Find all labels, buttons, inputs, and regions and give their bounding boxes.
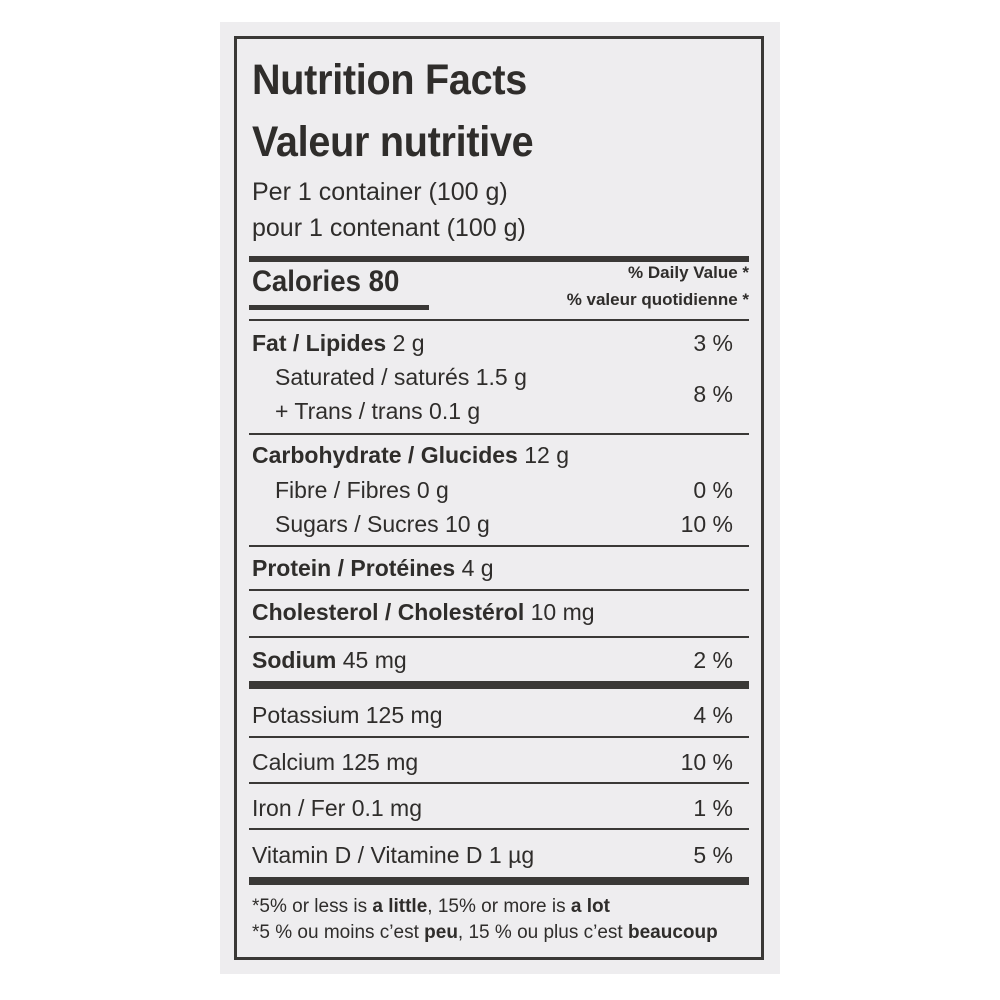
fat-amount: 2 g xyxy=(392,330,425,356)
thick-divider xyxy=(249,681,749,689)
iron-daily-value: 1 % xyxy=(693,795,733,821)
footnote-emphasis: beaucoup xyxy=(627,922,718,943)
vitamin-d-daily-value: 5 % xyxy=(693,842,733,868)
divider xyxy=(249,736,749,738)
footnote-text: *5 % ou moins c’est xyxy=(252,922,425,943)
thick-divider xyxy=(249,256,749,262)
saturated-trans-daily-value: 8 % xyxy=(693,381,733,407)
carbohydrate-label: Carbohydrate / Glucides xyxy=(252,442,518,468)
cholesterol-label: Cholesterol / Cholestérol xyxy=(252,599,525,625)
fibre-row: Fibre / Fibres 0 g xyxy=(275,477,449,503)
calories-label: Calories xyxy=(252,265,361,298)
carbohydrate-row: Carbohydrate / Glucides 12 g xyxy=(252,444,569,467)
nutrition-facts-table: Nutrition Facts Valeur nutritive Per 1 c… xyxy=(234,36,764,960)
sugars-row: Sugars / Sucres 10 g xyxy=(275,511,490,537)
footnote-emphasis: peu xyxy=(424,922,458,943)
footnote-emphasis: a lot xyxy=(570,896,610,917)
footnote-text: *5% or less is xyxy=(252,896,373,917)
divider xyxy=(249,782,749,784)
divider xyxy=(249,589,749,591)
serving-size-french: pour 1 contenant (100 g) xyxy=(252,214,526,242)
sugars-daily-value: 10 % xyxy=(680,511,733,537)
fat-daily-value: 3 % xyxy=(693,330,733,356)
title-english: Nutrition Facts xyxy=(252,56,527,104)
footnote-emphasis: a little xyxy=(372,896,428,917)
label-background xyxy=(220,22,780,974)
protein-row: Protein / Protéines 4 g xyxy=(252,557,494,580)
cholesterol-amount: 10 mg xyxy=(530,599,595,625)
footnote-french: *5 % ou moins c’est peu, 15 % ou plus c’… xyxy=(252,923,718,942)
fat-row: Fat / Lipides 2 g xyxy=(252,332,425,355)
calories-row: Calories 80 xyxy=(252,267,399,297)
carbohydrate-amount: 12 g xyxy=(524,442,570,468)
sodium-daily-value: 2 % xyxy=(693,647,733,673)
iron-row: Iron / Fer 0.1 mg xyxy=(252,795,423,821)
calories-underline xyxy=(249,305,429,310)
calories-value: 80 xyxy=(368,265,400,298)
protein-label: Protein / Protéines xyxy=(252,555,456,581)
divider xyxy=(249,319,749,321)
fibre-daily-value: 0 % xyxy=(693,477,733,503)
protein-amount: 4 g xyxy=(461,555,494,581)
footnote-text: , 15 % ou plus c’est xyxy=(457,922,628,943)
footnote-english: *5% or less is a little, 15% or more is … xyxy=(252,897,610,916)
sodium-label: Sodium xyxy=(252,647,337,673)
divider xyxy=(249,433,749,435)
serving-size-english: Per 1 container (100 g) xyxy=(252,178,508,206)
vitamin-d-row: Vitamin D / Vitamine D 1 µg xyxy=(252,842,535,868)
saturated-row: Saturated / saturés 1.5 g xyxy=(275,364,527,390)
footnote-text: , 15% or more is xyxy=(427,896,571,917)
potassium-row: Potassium 125 mg xyxy=(252,702,443,728)
sodium-row: Sodium 45 mg xyxy=(252,649,407,672)
calcium-daily-value: 10 % xyxy=(680,749,733,775)
divider xyxy=(249,636,749,638)
potassium-daily-value: 4 % xyxy=(693,702,733,728)
fat-label: Fat / Lipides xyxy=(252,330,387,356)
title-french: Valeur nutritive xyxy=(252,118,534,166)
calcium-row: Calcium 125 mg xyxy=(252,749,419,775)
divider xyxy=(249,545,749,547)
cholesterol-row: Cholesterol / Cholestérol 10 mg xyxy=(252,601,595,624)
daily-value-header-english: % Daily Value * xyxy=(628,263,749,282)
thick-divider xyxy=(249,877,749,885)
daily-value-header-french: % valeur quotidienne * xyxy=(566,290,749,309)
trans-row: + Trans / trans 0.1 g xyxy=(275,398,481,424)
divider xyxy=(249,828,749,830)
sodium-amount: 45 mg xyxy=(342,647,407,673)
